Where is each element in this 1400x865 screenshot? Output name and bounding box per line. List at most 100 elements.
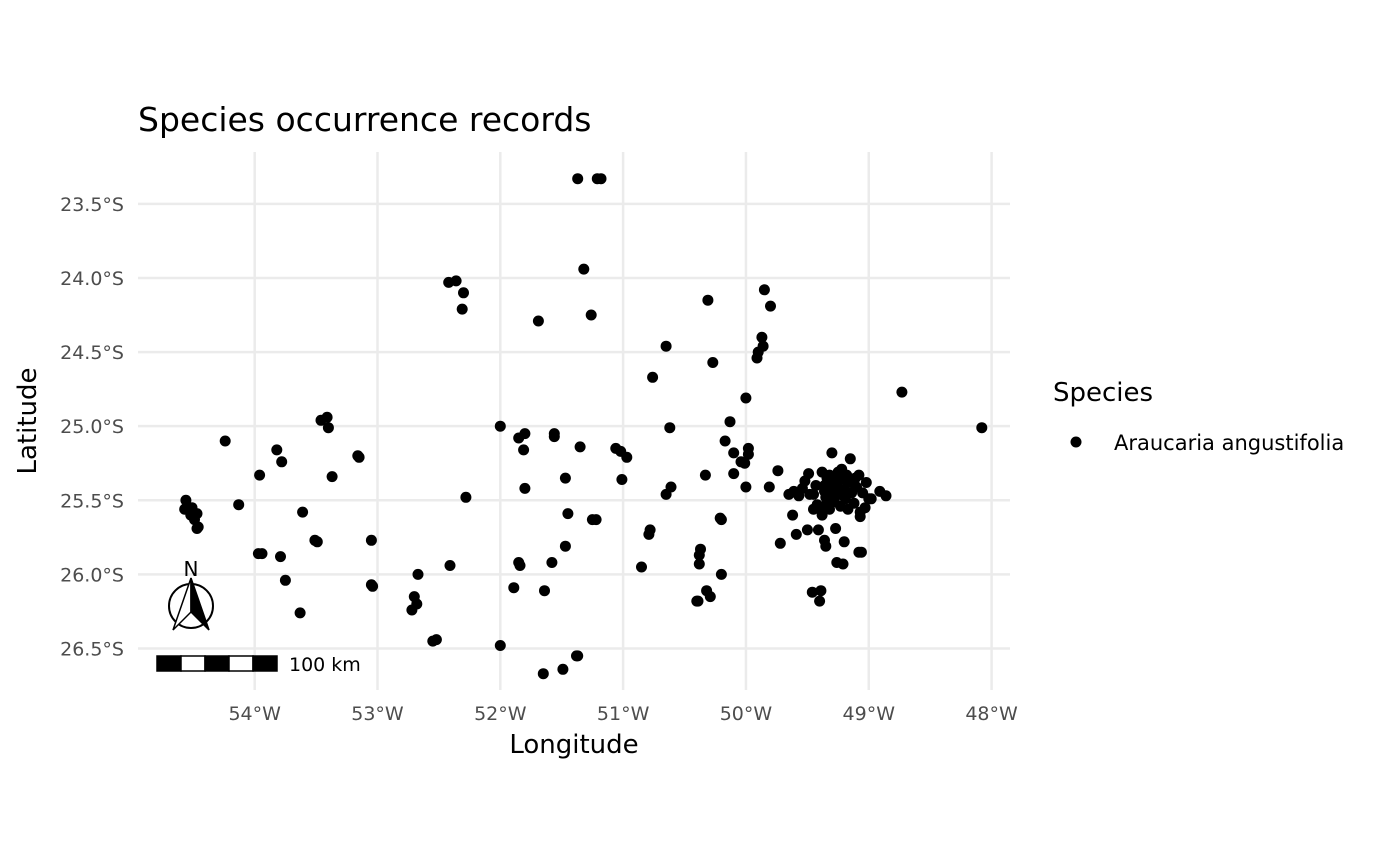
data-point: [739, 457, 751, 469]
data-point: [460, 491, 472, 503]
scale-bar-segment: [228, 655, 254, 672]
data-point: [765, 300, 776, 312]
x-tick-label: 52°W: [474, 703, 527, 725]
data-point: [742, 442, 754, 454]
data-point: [294, 607, 306, 619]
data-point: [518, 444, 530, 456]
data-point: [326, 471, 338, 483]
y-axis-tick-labels: 23.5°S 24.0°S 24.5°S 25.0°S 25.5°S 26.0°S 26.5…: [60, 194, 124, 661]
data-point: [724, 416, 736, 428]
x-axis-title: Longitude: [509, 730, 638, 760]
data-point: [854, 511, 866, 523]
data-point: [808, 488, 819, 500]
data-point: [233, 499, 245, 511]
data-point: [815, 585, 827, 597]
north-arrow-right-half: [190, 577, 210, 631]
data-point: [276, 456, 288, 468]
data-point: [456, 303, 468, 315]
data-point: [699, 469, 711, 481]
data-point: [412, 568, 424, 580]
y-tick-label: 25.0°S: [60, 416, 124, 438]
data-point: [532, 315, 544, 327]
data-point: [180, 494, 192, 506]
data-point: [508, 582, 520, 594]
data-point: [494, 640, 506, 651]
data-point: [514, 560, 526, 571]
data-point: [297, 506, 309, 518]
data-point: [537, 668, 549, 680]
data-point: [450, 275, 462, 287]
data-point: [860, 477, 872, 488]
data-point: [219, 435, 231, 447]
data-point: [367, 580, 379, 592]
data-point: [702, 294, 714, 306]
data-point: [574, 441, 586, 453]
data-point: [548, 431, 560, 443]
data-point: [557, 663, 569, 675]
data-point: [787, 509, 799, 521]
x-tick-label: 48°W: [965, 703, 1018, 725]
data-point: [519, 428, 531, 440]
data-point: [751, 352, 763, 364]
data-point: [821, 472, 833, 484]
data-point: [621, 451, 633, 463]
data-point: [728, 468, 740, 480]
data-point: [853, 469, 865, 481]
y-axis-title: Latitude: [13, 367, 43, 474]
data-point: [458, 287, 469, 299]
data-point: [256, 548, 268, 560]
data-point: [494, 420, 506, 432]
data-point: [814, 595, 826, 607]
data-point: [758, 284, 770, 296]
data-point: [826, 447, 838, 459]
data-point: [275, 551, 286, 563]
data-point: [271, 444, 283, 456]
data-point: [693, 558, 705, 570]
data-point: [896, 386, 908, 398]
scale-bar-segment: [180, 655, 206, 672]
legend-label: Araucaria angustifolia: [1114, 431, 1344, 455]
data-point: [693, 549, 705, 561]
x-tick-label: 49°W: [843, 703, 896, 725]
y-tick-label: 24.5°S: [60, 342, 124, 364]
data-point: [763, 481, 775, 493]
data-point: [539, 585, 550, 597]
data-point: [444, 560, 456, 571]
north-arrow: N: [168, 557, 214, 631]
data-point: [590, 514, 602, 526]
data-point: [585, 309, 597, 321]
x-tick-label: 54°W: [228, 703, 281, 725]
data-point: [715, 514, 727, 526]
data-point: [812, 524, 824, 536]
y-tick-label: 26.5°S: [60, 639, 124, 661]
data-point: [616, 474, 628, 485]
data-point: [406, 604, 418, 616]
data-point: [660, 488, 672, 500]
data-point: [848, 497, 860, 509]
data-point: [595, 173, 607, 185]
data-point: [772, 465, 784, 477]
legend-title: Species: [1053, 378, 1153, 408]
data-point: [859, 502, 871, 514]
data-point: [810, 480, 822, 491]
data-point: [191, 523, 203, 534]
legend-marker: [1070, 436, 1082, 448]
y-tick-label: 24.0°S: [60, 268, 124, 290]
data-point: [855, 546, 867, 558]
data-point: [559, 540, 571, 552]
data-point: [790, 528, 802, 540]
data-point: [816, 509, 828, 521]
data-point: [578, 263, 590, 275]
data-point: [774, 537, 786, 549]
x-tick-label: 53°W: [351, 703, 404, 725]
chart-title: Species occurrence records: [138, 100, 591, 139]
scale-bar: 100 km: [156, 654, 361, 676]
scale-bar-inner-white: [160, 660, 178, 666]
data-point: [562, 508, 574, 520]
data-point: [740, 481, 752, 493]
y-tick-label: 26.0°S: [60, 564, 124, 586]
data-point: [430, 634, 442, 646]
data-point: [643, 528, 655, 540]
data-point: [254, 469, 266, 481]
